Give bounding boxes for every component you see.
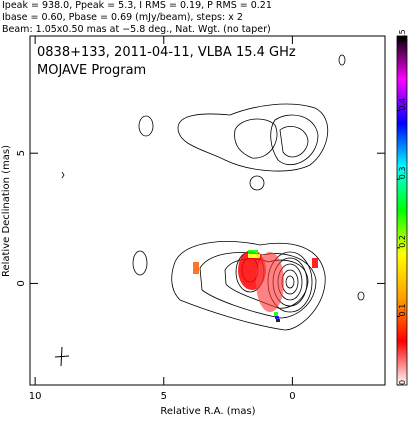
colorbar-tick-label: 0.5 bbox=[398, 29, 407, 42]
beam-axis bbox=[60, 346, 63, 367]
contour bbox=[199, 252, 317, 319]
pol-patch bbox=[275, 316, 279, 319]
pol-patch bbox=[256, 252, 284, 312]
x-tick-label: 5 bbox=[161, 391, 167, 402]
pol-patch bbox=[193, 262, 199, 274]
beam bbox=[54, 346, 70, 367]
contour bbox=[357, 291, 365, 301]
contour bbox=[249, 175, 265, 191]
pol-patch bbox=[312, 258, 318, 268]
colorbar-tick-label: 0.2 bbox=[398, 235, 407, 248]
x-tick-label: 10 bbox=[29, 391, 42, 402]
contour bbox=[281, 269, 299, 295]
contour bbox=[279, 126, 309, 158]
colorbar-tick-label: 0.1 bbox=[398, 304, 407, 317]
pol-patch bbox=[248, 250, 258, 254]
colorbar bbox=[396, 35, 408, 386]
polarization bbox=[193, 250, 318, 322]
chart-subtitle: MOJAVE Program bbox=[37, 63, 146, 78]
contour bbox=[234, 118, 278, 159]
colorbar-tick-label: 0.4 bbox=[398, 98, 407, 111]
y-tick-label: 5 bbox=[16, 150, 27, 156]
x-tick-label: 0 bbox=[289, 391, 295, 402]
contour bbox=[177, 103, 329, 172]
contour bbox=[285, 275, 295, 289]
header-line: Ipeak = 938.0, Ppeak = 5.3, I RMS = 0.19… bbox=[2, 0, 272, 11]
contour bbox=[132, 250, 148, 276]
chart-title: 0838+133, 2011-04-11, VLBA 15.4 GHz bbox=[37, 45, 296, 60]
pol-patch bbox=[276, 319, 280, 322]
x-axis-label: Relative R.A. (mas) bbox=[160, 406, 255, 417]
header-line: Beam: 1.05x0.50 mas at −5.8 deg., Nat. W… bbox=[2, 24, 271, 35]
pol-patch bbox=[248, 254, 260, 258]
contour bbox=[338, 54, 346, 66]
colorbar-tick-label: 0 bbox=[398, 380, 407, 385]
y-axis-label: Relative Declination (mas) bbox=[1, 145, 12, 277]
contour bbox=[138, 115, 154, 137]
pol-patch bbox=[274, 312, 278, 316]
header-line: Ibase = 0.60, Pbase = 0.69 (mJy/beam), s… bbox=[2, 12, 243, 23]
contour bbox=[61, 171, 65, 179]
contour bbox=[270, 114, 319, 165]
contours bbox=[61, 54, 365, 331]
colorbar-tick-label: 0.3 bbox=[398, 166, 407, 179]
y-tick-label: 0 bbox=[16, 280, 27, 286]
plot-frame bbox=[29, 35, 386, 386]
contour bbox=[171, 241, 326, 331]
